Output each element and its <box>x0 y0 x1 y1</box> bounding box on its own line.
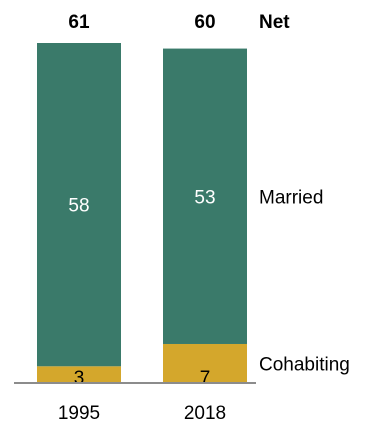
legend-label-married: Married <box>259 187 323 208</box>
x-tick-label-2018: 2018 <box>184 403 226 424</box>
x-tick-label-1995: 1995 <box>58 403 100 424</box>
data-label-cohabiting-2018: 7 <box>200 368 211 389</box>
bar-cohabiting-2018 <box>163 343 247 383</box>
net-header: Net <box>259 12 290 33</box>
net-total-1995: 61 <box>68 12 90 33</box>
data-label-cohabiting-1995: 3 <box>74 368 85 389</box>
bar-married-1995 <box>37 43 121 367</box>
data-label-married-2018: 53 <box>194 187 215 208</box>
net-total-2018: 60 <box>194 12 215 33</box>
bar-cohabiting-1995 <box>37 366 121 383</box>
bar-married-2018 <box>163 48 247 344</box>
data-label-married-1995: 58 <box>68 196 89 217</box>
legend-label-cohabiting: Cohabiting <box>259 354 350 375</box>
